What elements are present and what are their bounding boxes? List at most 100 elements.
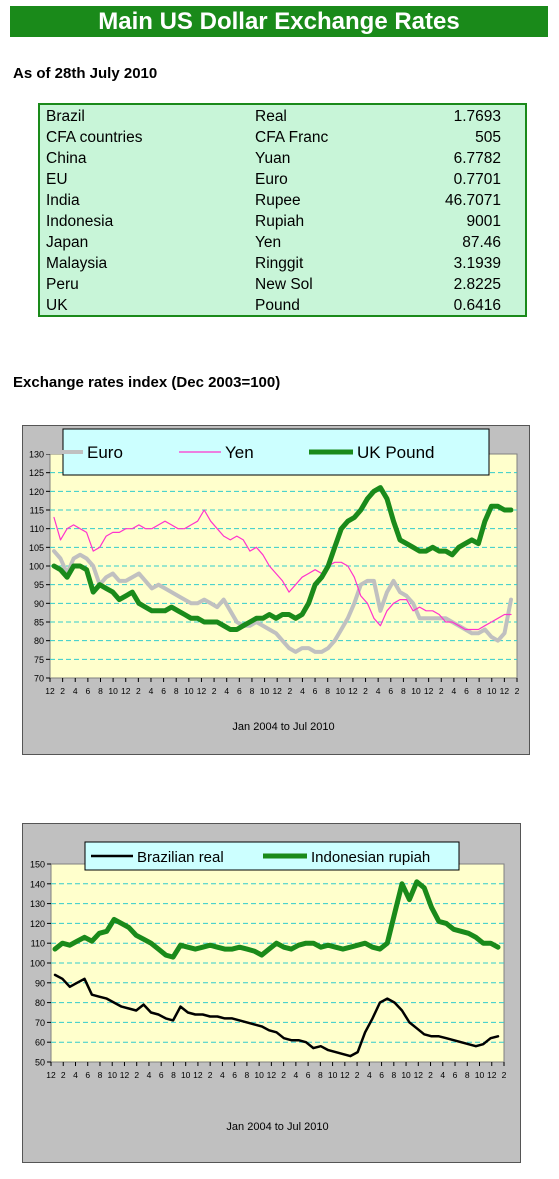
x-tick-label: 12 [120, 1070, 130, 1080]
y-tick-label: 120 [29, 487, 44, 497]
x-tick-label: 10 [107, 1070, 117, 1080]
x-tick-label: 12 [414, 1070, 424, 1080]
x-tick-label: 2 [502, 1070, 507, 1080]
legend-label: Yen [225, 443, 254, 462]
x-tick-label: 4 [149, 686, 154, 696]
x-tick-label: 12 [424, 686, 434, 696]
rate-country: Brazil [46, 108, 85, 125]
rate-value: 6.7782 [453, 150, 501, 167]
y-tick-label: 90 [34, 599, 44, 609]
series-line-euro [52, 549, 513, 654]
x-tick-label: 10 [487, 686, 497, 696]
x-tick-label: 10 [411, 686, 421, 696]
y-tick-label: 130 [30, 899, 45, 909]
x-axis-label: Jan 2004 to Jul 2010 [232, 721, 334, 733]
chart-panel-emerging: 50 60 70 80 90 100 110 120 130 140 150 12 2 4 6 8 10 12 2 4… [22, 823, 521, 1163]
y-tick-label: 60 [35, 1038, 45, 1048]
rate-value: 87.46 [462, 234, 501, 251]
series-line-indonesian-rupiah [52, 879, 501, 960]
y-tick-label: 110 [30, 524, 44, 534]
x-tick-label: 6 [85, 686, 90, 696]
y-tick-label: 130 [29, 450, 44, 460]
x-tick-label: 6 [237, 686, 242, 696]
x-tick-label: 8 [465, 1070, 470, 1080]
rate-row: Peru New Sol 2.8225 [40, 276, 525, 297]
y-tick-label: 90 [35, 978, 45, 988]
y-tick-label: 50 [35, 1058, 45, 1068]
x-tick-label: 4 [147, 1070, 152, 1080]
x-tick-label: 6 [379, 1070, 384, 1080]
y-tick-label: 75 [34, 655, 44, 665]
x-tick-label: 2 [281, 1070, 286, 1080]
x-tick-label: 10 [254, 1070, 264, 1080]
x-tick-label: 12 [487, 1070, 497, 1080]
rate-currency: CFA Franc [255, 129, 329, 146]
x-tick-label: 2 [355, 1070, 360, 1080]
rate-value: 9001 [466, 213, 501, 230]
rate-currency: Rupee [255, 192, 301, 209]
rate-row: Japan Yen 87.46 [40, 234, 525, 255]
rate-value: 46.7071 [444, 192, 501, 209]
rate-value: 2.8225 [453, 276, 501, 293]
x-tick-label: 12 [500, 686, 510, 696]
legend-label: Euro [87, 443, 123, 462]
x-tick-label: 12 [46, 1070, 56, 1080]
x-tick-label: 4 [452, 686, 457, 696]
x-tick-label: 4 [220, 1070, 225, 1080]
x-tick-label: 8 [477, 686, 482, 696]
x-tick-label: 6 [161, 686, 166, 696]
y-tick-label: 110 [31, 939, 45, 949]
rate-currency: Rupiah [255, 213, 305, 230]
x-tick-label: 10 [184, 686, 194, 696]
x-tick-label: 2 [515, 686, 520, 696]
index-heading: Exchange rates index (Dec 2003=100) [13, 374, 281, 391]
x-tick-label: 6 [464, 686, 469, 696]
x-tick-label: 8 [401, 686, 406, 696]
series-line-uk-pound [51, 485, 514, 632]
series-line-brazilian-real [53, 973, 500, 1058]
x-tick-label: 2 [439, 686, 444, 696]
rate-value: 0.7701 [453, 171, 501, 188]
x-tick-label: 2 [363, 686, 368, 696]
y-tick-label: 140 [30, 879, 45, 889]
x-tick-label: 6 [453, 1070, 458, 1080]
x-tick-label: 10 [181, 1070, 191, 1080]
x-tick-label: 4 [73, 686, 78, 696]
rate-country: UK [46, 297, 68, 314]
rate-currency: Pound [255, 297, 300, 314]
x-tick-label: 2 [212, 686, 217, 696]
rate-value: 0.6416 [453, 297, 501, 314]
x-tick-label: 12 [45, 686, 55, 696]
rate-row: India Rupee 46.7071 [40, 192, 525, 213]
x-tick-label: 4 [73, 1070, 78, 1080]
chart-panel-major: 70 75 80 85 90 95 100 105 110 115 120 125 130 12 2 4 6 8 1… [22, 425, 530, 755]
y-tick-label: 70 [35, 1018, 45, 1028]
x-tick-label: 10 [475, 1070, 485, 1080]
x-tick-label: 12 [197, 686, 207, 696]
legend-label: Brazilian real [137, 849, 224, 866]
x-tick-label: 2 [136, 686, 141, 696]
x-tick-label: 2 [208, 1070, 213, 1080]
x-tick-label: 10 [108, 686, 118, 696]
rate-row: UK Pound 0.6416 [40, 297, 525, 318]
y-tick-label: 125 [29, 468, 44, 478]
x-tick-label: 10 [260, 686, 270, 696]
rate-country: Malaysia [46, 255, 108, 272]
y-tick-label: 85 [34, 618, 44, 628]
rate-value: 505 [475, 129, 501, 146]
x-tick-label: 2 [61, 1070, 66, 1080]
x-tick-label: 4 [224, 686, 229, 696]
x-tick-label: 6 [232, 1070, 237, 1080]
x-tick-label: 8 [174, 686, 179, 696]
rate-row: EU Euro 0.7701 [40, 171, 525, 192]
x-tick-label: 6 [313, 686, 318, 696]
x-tick-label: 4 [376, 686, 381, 696]
rate-currency: Real [255, 108, 287, 125]
rate-currency: Yen [255, 234, 282, 251]
rate-currency: Euro [255, 171, 288, 188]
x-tick-label: 6 [306, 1070, 311, 1080]
y-tick-label: 80 [35, 998, 45, 1008]
y-tick-label: 80 [34, 636, 44, 646]
x-tick-label: 8 [98, 686, 103, 696]
